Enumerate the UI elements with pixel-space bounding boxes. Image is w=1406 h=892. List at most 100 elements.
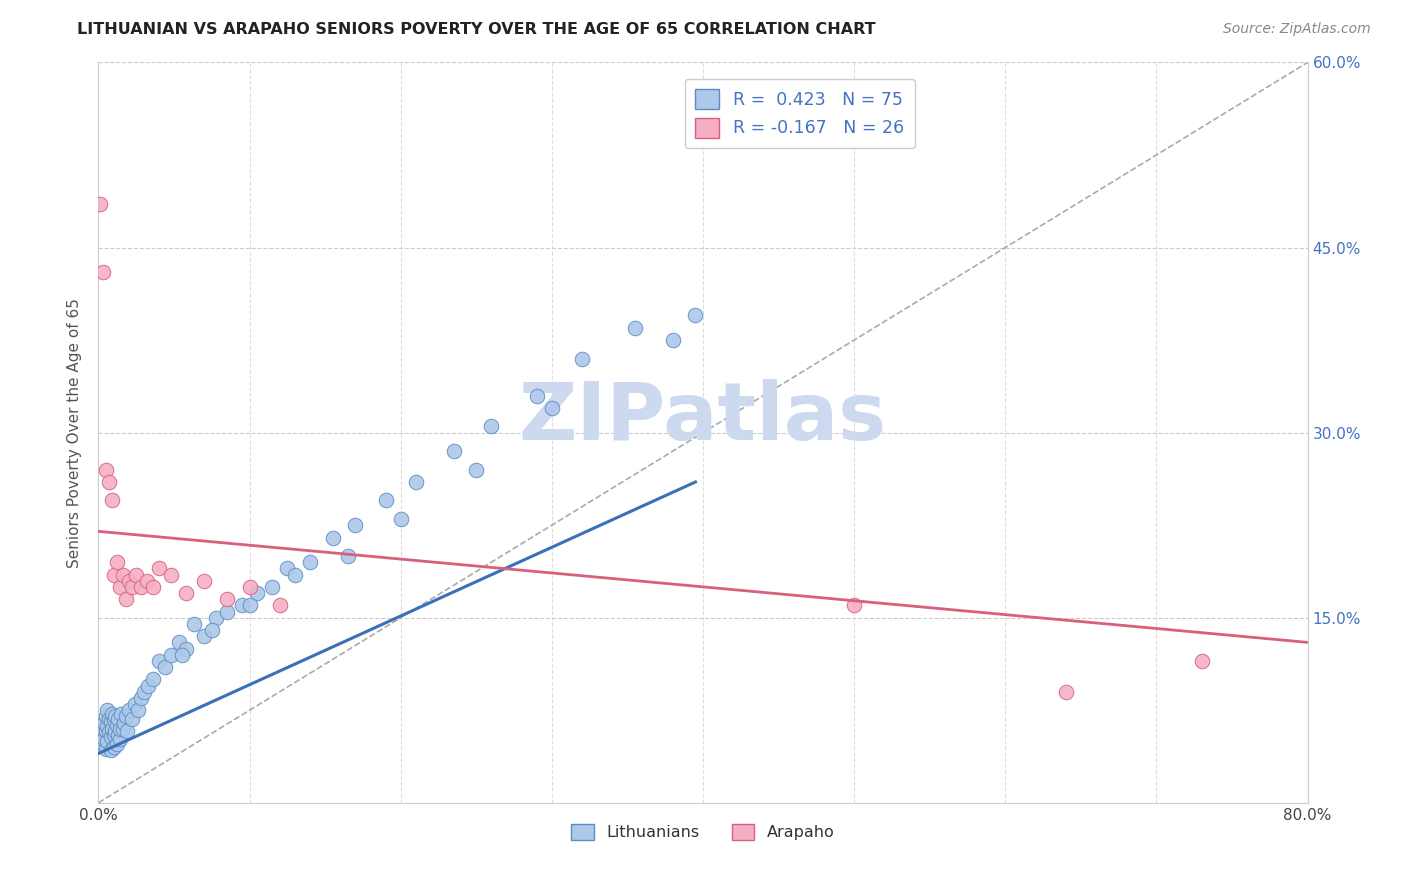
Point	[124, 697, 146, 711]
Point	[129, 690, 152, 705]
Point	[193, 574, 215, 588]
Point	[205, 610, 228, 624]
Point	[108, 731, 131, 746]
Text: LITHUANIAN VS ARAPAHO SENIORS POVERTY OVER THE AGE OF 65 CORRELATION CHART: LITHUANIAN VS ARAPAHO SENIORS POVERTY OV…	[77, 22, 876, 37]
Point	[389, 512, 412, 526]
Point	[299, 555, 322, 569]
Point	[110, 706, 132, 721]
Point	[170, 648, 193, 662]
Point	[96, 703, 118, 717]
Point	[624, 320, 647, 334]
Point	[685, 309, 707, 323]
Point	[1191, 654, 1213, 668]
Point	[132, 685, 155, 699]
Point	[112, 715, 135, 730]
Point	[98, 475, 121, 489]
Point	[336, 549, 359, 563]
Point	[107, 728, 129, 742]
Point	[135, 574, 157, 588]
Point	[96, 734, 118, 748]
Point	[443, 444, 465, 458]
Point	[174, 586, 197, 600]
Point	[98, 712, 121, 726]
Point	[105, 737, 128, 751]
Point	[108, 722, 131, 736]
Point	[114, 709, 136, 723]
Point	[111, 722, 134, 736]
Point	[94, 741, 117, 756]
Point	[93, 731, 115, 746]
Point	[91, 737, 114, 751]
Point	[118, 574, 141, 588]
Point	[231, 599, 253, 613]
Point	[94, 724, 117, 739]
Point	[374, 493, 396, 508]
Text: ZIPatlas: ZIPatlas	[519, 379, 887, 457]
Point	[322, 531, 344, 545]
Point	[148, 654, 170, 668]
Point	[125, 567, 148, 582]
Point	[111, 567, 134, 582]
Point	[127, 703, 149, 717]
Point	[100, 731, 122, 745]
Point	[269, 599, 291, 613]
Point	[526, 388, 548, 402]
Point	[174, 641, 197, 656]
Text: Source: ZipAtlas.com: Source: ZipAtlas.com	[1223, 22, 1371, 37]
Point	[344, 518, 367, 533]
Point	[91, 265, 114, 279]
Point	[844, 599, 866, 613]
Point	[167, 635, 190, 649]
Point	[107, 712, 129, 726]
Point	[104, 709, 127, 723]
Point	[148, 561, 170, 575]
Legend: Lithuanians, Arapaho: Lithuanians, Arapaho	[565, 817, 841, 847]
Point	[100, 714, 122, 729]
Point	[108, 580, 131, 594]
Point	[115, 724, 138, 739]
Point	[129, 580, 152, 594]
Point	[136, 679, 159, 693]
Point	[101, 706, 124, 721]
Point	[100, 743, 122, 757]
Point	[284, 567, 307, 582]
Point	[183, 616, 205, 631]
Point	[91, 722, 114, 736]
Point	[89, 197, 111, 211]
Point	[193, 629, 215, 643]
Point	[276, 561, 298, 575]
Point	[103, 713, 125, 727]
Point	[481, 419, 503, 434]
Point	[90, 728, 112, 742]
Point	[104, 724, 127, 739]
Point	[246, 586, 269, 600]
Point	[118, 703, 141, 717]
Point	[94, 709, 117, 723]
Point	[103, 567, 125, 582]
Point	[142, 673, 165, 687]
Point	[160, 567, 183, 582]
Point	[405, 475, 427, 489]
Point	[114, 592, 136, 607]
Point	[661, 333, 683, 347]
Point	[142, 580, 165, 594]
Point	[101, 493, 124, 508]
Point	[121, 580, 143, 594]
Point	[96, 719, 118, 733]
Point	[103, 728, 125, 742]
Point	[94, 462, 117, 476]
Point	[105, 555, 128, 569]
Y-axis label: Seniors Poverty Over the Age of 65: Seniors Poverty Over the Age of 65	[67, 298, 83, 567]
Point	[540, 401, 562, 415]
Point	[101, 722, 124, 736]
Point	[215, 605, 238, 619]
Point	[201, 623, 224, 637]
Point	[105, 718, 128, 732]
Point	[465, 462, 488, 476]
Point	[121, 712, 143, 726]
Point	[215, 592, 238, 607]
Point	[571, 351, 593, 366]
Point	[93, 715, 115, 730]
Point	[153, 660, 176, 674]
Point	[239, 580, 262, 594]
